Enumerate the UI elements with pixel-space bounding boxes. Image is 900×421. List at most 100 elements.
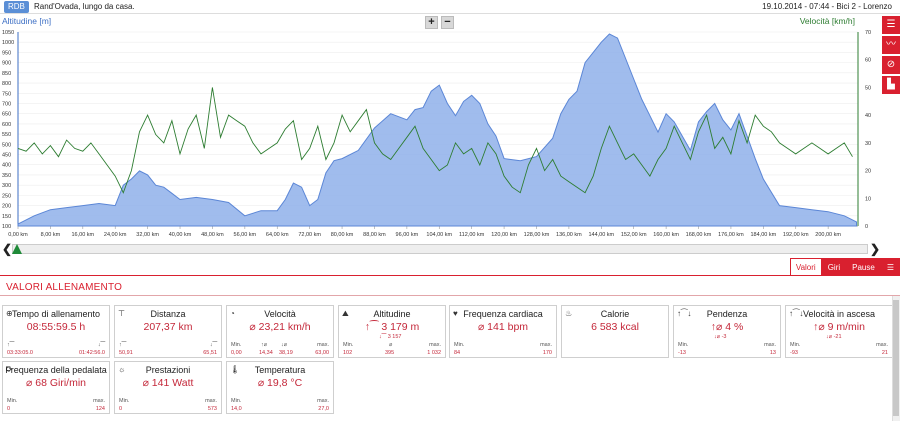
x-tick-label: 72,00 km [298, 232, 321, 238]
x-tick-label: 128,00 km [524, 232, 550, 238]
bar-chart-button[interactable]: ▙ [882, 76, 900, 94]
line-chart-button[interactable]: 〰 [882, 36, 900, 54]
vertical-scroll-thumb[interactable] [893, 300, 899, 416]
card-sub-label: ↑⁀ [7, 342, 15, 348]
velocita-ascesa-icon: ↑⁀↓ [789, 309, 804, 318]
x-tick-label: 184,00 km [750, 232, 776, 238]
card-up-avg-value: 14,34 [259, 350, 273, 356]
x-tick-label: 48,00 km [201, 232, 224, 238]
y-left-tick: 500 [2, 142, 11, 148]
frequenza-pedalata-icon: ⟳ [6, 365, 13, 374]
card-title: Temperatura [254, 365, 306, 375]
card-main-value: 207,37 km [143, 321, 193, 333]
x-tick-label: 168,00 km [686, 232, 712, 238]
card-max-label: max. [93, 398, 105, 404]
card-sub-value: ↓⌀ -21 [826, 334, 842, 340]
x-tick-label: 152,00 km [621, 232, 647, 238]
y-left-tick: 350 [2, 173, 11, 179]
altitude-speed-chart[interactable]: Altitudine [m] Velocità [km/h]10501000950… [0, 14, 900, 240]
x-tick-label: 120,00 km [491, 232, 517, 238]
card-max-label: max. [317, 398, 329, 404]
stat-card-velocita: ◔ Velocità ⌀ 23,21 km/h Min. 0,00 max. 63,00 ↑⌀… [226, 305, 334, 358]
card-main-value: ↑⌀ 9 m/min [813, 321, 865, 333]
x-tick-label: 160,00 km [653, 232, 679, 238]
y-left-tick: 850 [2, 71, 11, 77]
card-max-label: max. [540, 342, 552, 348]
tab-valori[interactable]: Valori [789, 258, 822, 276]
card-title: Prestazioni [145, 365, 191, 375]
tempo-icon: ⊕ [6, 309, 13, 318]
card-max-value: 170 [542, 350, 552, 356]
card-max-label: max. [876, 342, 888, 348]
velocita-icon: ◔ [230, 309, 235, 318]
card-sub-value: 50,91 [119, 350, 133, 356]
prestazioni-icon: ☼ [118, 365, 126, 374]
y-left-tick: 600 [2, 122, 11, 128]
stat-card-calorie: ♨ Calorie 6 583 kcal [561, 305, 669, 358]
stat-card-prestazioni: ☼ Prestazioni ⌀ 141 Watt Min. 0 max. 573 [114, 361, 222, 414]
speed-line [17, 87, 853, 194]
list-icon: ☰ [886, 263, 894, 272]
scroll-handle[interactable] [12, 244, 22, 254]
frequenza-cardiaca-icon: ♥ [453, 309, 458, 318]
zoom-in-button[interactable]: + [425, 16, 438, 29]
y-left-tick: 1000 [2, 40, 14, 46]
card-max-label: max. [764, 342, 776, 348]
x-tick-label: 200,00 km [815, 232, 841, 238]
range-scroller[interactable]: ❮ ❯ [0, 240, 900, 258]
temperatura-icon: 🌡 [230, 365, 241, 374]
card-main-value: 6 583 kcal [591, 321, 639, 333]
y-right-axis-title: Velocità [km/h] [800, 16, 855, 26]
card-main-value: ↑⌀ 4 % [710, 321, 744, 333]
y-left-tick: 250 [2, 193, 11, 199]
workout-meta: 19.10.2014 - 07:44 - Bici 2 - Lorenzo [762, 2, 892, 11]
y-right-tick: 60 [865, 58, 871, 64]
card-max-value: 13 [769, 350, 776, 356]
y-left-axis-title: Altitudine [m] [2, 16, 51, 26]
y-right-tick: 20 [865, 169, 871, 175]
y-left-tick: 550 [2, 132, 11, 138]
line-chart-icon: 〰 [886, 39, 896, 50]
stat-card-frequenza-pedalata: ⟳ Frequenza della pedalata ⌀ 68 Giri/min Mi… [2, 361, 110, 414]
y-left-tick: 200 [2, 204, 11, 210]
card-sub-label: ↑⁀ [119, 342, 127, 348]
x-tick-label: 112,00 km [459, 232, 485, 238]
y-left-tick: 100 [2, 224, 11, 230]
stat-card-altitudine: ⛰ Altitudine ↑⁀ 3 179 m ↓⁀ 3 157 Min. 102 max.… [338, 305, 446, 358]
section-divider [0, 295, 900, 296]
card-sub-value: 01:42:56.0 [79, 350, 105, 356]
tab-list-button[interactable]: ☰ [880, 258, 900, 276]
stat-card-pendenza: ↑⁀↓ Pendenza ↑⌀ 4 % ↓⌀ -3 Min. -13 max. 13 [673, 305, 781, 358]
x-tick-label: 64,00 km [266, 232, 289, 238]
y-right-tick: 10 [865, 196, 871, 202]
stat-card-velocita-ascesa: ↑⁀↓ Velocità in ascesa ↑⌀ 9 m/min ↓⌀ -21 Min… [785, 305, 893, 358]
app-badge[interactable]: RDB [4, 1, 29, 13]
x-tick-label: 192,00 km [783, 232, 809, 238]
card-min-label: Min. [790, 342, 801, 348]
pendenza-icon: ↑⁀↓ [677, 309, 692, 318]
card-max-label: max. [429, 342, 441, 348]
x-tick-label: 96,00 km [396, 232, 419, 238]
card-down-avg-value: 38,19 [279, 350, 293, 356]
scroll-left-arrow[interactable]: ❮ [2, 242, 13, 256]
x-tick-label: 144,00 km [588, 232, 614, 238]
x-tick-label: 8,00 km [41, 232, 61, 238]
section-title: VALORI ALLENAMENTO [6, 282, 123, 293]
x-tick-label: 40,00 km [169, 232, 192, 238]
zoom-out-button[interactable]: − [441, 16, 454, 29]
y-left-tick: 650 [2, 112, 11, 118]
card-sub-value: ↓⌀ -3 [714, 334, 727, 340]
y-right-tick: 40 [865, 113, 871, 119]
y-right-tick: 30 [865, 141, 871, 147]
chart-area[interactable]: Altitudine [m] Velocità [km/h] 1050 1000 950… [0, 14, 900, 240]
tab-giri[interactable]: Giri [821, 258, 847, 276]
card-min-value: -93 [790, 350, 798, 356]
card-sub-value: 65,51 [203, 350, 217, 356]
scroll-right-arrow[interactable]: ❯ [869, 242, 880, 256]
scroll-track[interactable] [12, 244, 868, 254]
tab-pause[interactable]: Pause [846, 258, 881, 276]
list-view-button[interactable]: ☰ [882, 16, 900, 34]
card-title: Calorie [600, 309, 630, 319]
no-entry-button[interactable]: ⊘ [882, 56, 900, 74]
card-min-label: Min. [7, 398, 18, 404]
